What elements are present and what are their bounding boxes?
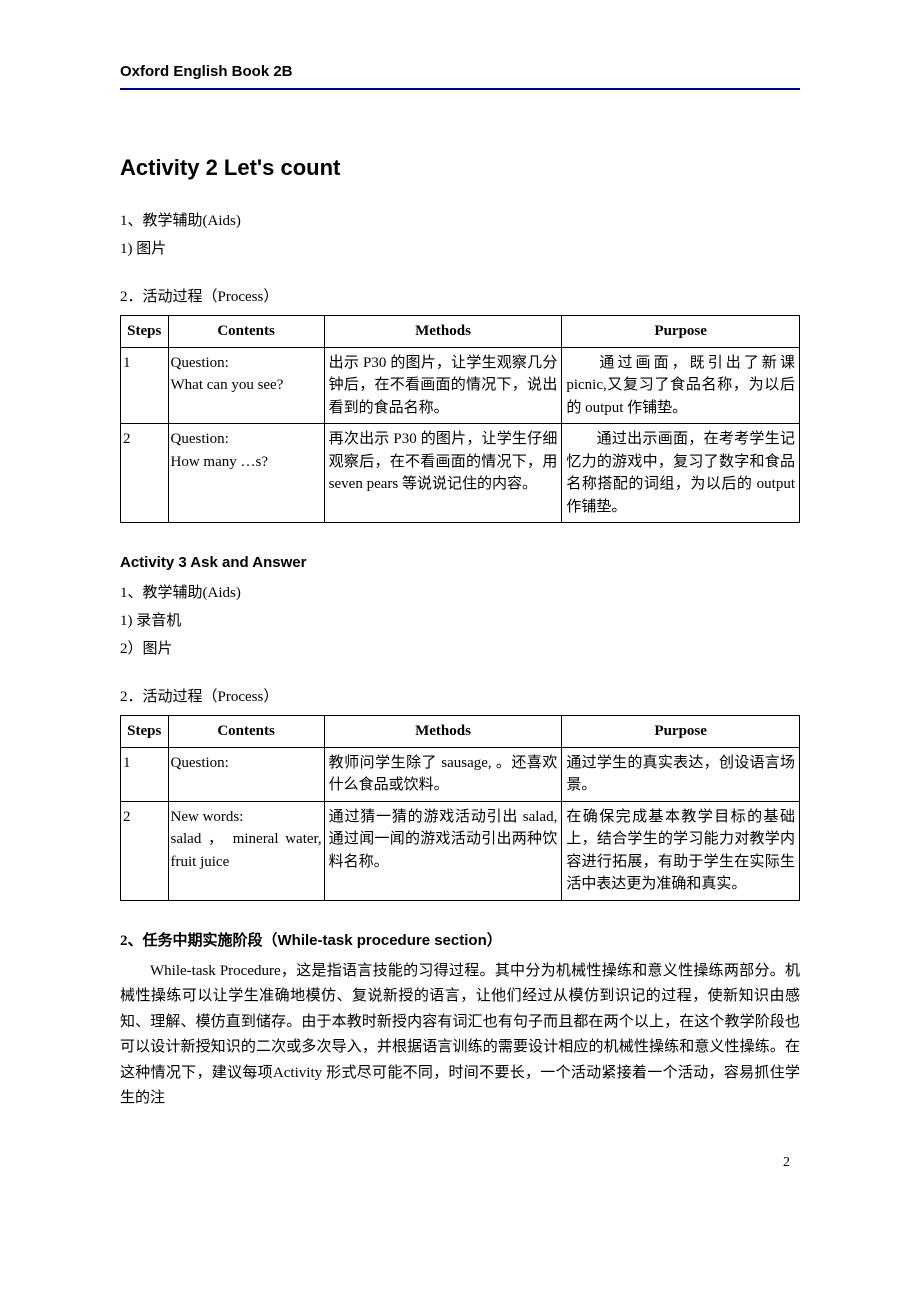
cell-methods: 出示 P30 的图片，让学生观察几分钟后，在不看画面的情况下，说出看到的食品名称… <box>324 347 562 424</box>
activity2-aids-item1: 1) 图片 <box>120 237 800 261</box>
th-contents: Contents <box>168 316 324 348</box>
activity3-process-label: 2．活动过程（Process） <box>120 685 800 709</box>
cell-step: 2 <box>121 801 169 900</box>
table-row: 1 Question: 教师问学生除了 sausage, 。还喜欢什么食品或饮料… <box>121 747 800 801</box>
page-header: Oxford English Book 2B <box>120 60 800 90</box>
cell-methods: 教师问学生除了 sausage, 。还喜欢什么食品或饮料。 <box>324 747 562 801</box>
section-header-en: While-task procedure section <box>278 932 487 949</box>
table-header-row: Steps Contents Methods Purpose <box>121 316 800 348</box>
section-header: 2、任务中期实施阶段（While-task procedure section） <box>120 929 800 953</box>
th-purpose: Purpose <box>562 316 800 348</box>
cell-contents: New words: salad ， mineral water, fruit … <box>168 801 324 900</box>
cell-purpose: 通过画面，既引出了新课 picnic,又复习了食品名称，为以后的 output … <box>562 347 800 424</box>
th-contents: Contents <box>168 716 324 748</box>
th-purpose: Purpose <box>562 716 800 748</box>
activity3-aids-item1: 1) 录音机 <box>120 609 800 633</box>
purpose-text: 通过画面，既引出了新课 picnic,又复习了食品名称，为以后的 output … <box>566 355 795 416</box>
activity2-aids-label: 1、教学辅助(Aids) <box>120 209 800 233</box>
th-steps: Steps <box>121 316 169 348</box>
table-row: 2 Question: How many …s? 再次出示 P30 的图片，让学… <box>121 424 800 523</box>
activity2-process-label: 2．活动过程（Process） <box>120 285 800 309</box>
activity2-table: Steps Contents Methods Purpose 1 Questio… <box>120 315 800 523</box>
section-header-close: ） <box>487 933 502 949</box>
page-number: 2 <box>120 1152 800 1174</box>
cell-methods: 通过猜一猜的游戏活动引出 salad, 通过闻一闻的游戏活动引出两种饮料名称。 <box>324 801 562 900</box>
table-row: 2 New words: salad ， mineral water, frui… <box>121 801 800 900</box>
cell-step: 1 <box>121 747 169 801</box>
section-paragraph: While-task Procedure，这是指语言技能的习得过程。其中分为机械… <box>120 959 800 1112</box>
cell-step: 1 <box>121 347 169 424</box>
cell-step: 2 <box>121 424 169 523</box>
cell-contents: Question: What can you see? <box>168 347 324 424</box>
table-header-row: Steps Contents Methods Purpose <box>121 716 800 748</box>
cell-contents: Question: <box>168 747 324 801</box>
th-methods: Methods <box>324 716 562 748</box>
section-header-cn: 2、任务中期实施阶段（ <box>120 933 278 949</box>
activity3-aids-label: 1、教学辅助(Aids) <box>120 581 800 605</box>
cell-contents: Question: How many …s? <box>168 424 324 523</box>
cell-methods: 再次出示 P30 的图片，让学生仔细观察后，在不看画面的情况下，用 seven … <box>324 424 562 523</box>
cell-purpose: 在确保完成基本教学目标的基础上，结合学生的学习能力对教学内容进行拓展，有助于学生… <box>562 801 800 900</box>
th-methods: Methods <box>324 316 562 348</box>
activity2-title: Activity 2 Let's count <box>120 150 800 185</box>
purpose-text: 通过出示画面，在考考学生记忆力的游戏中，复习了数字和食品名称搭配的词组，为以后的… <box>566 431 795 515</box>
cell-purpose: 通过学生的真实表达，创设语言场景。 <box>562 747 800 801</box>
cell-purpose: 通过出示画面，在考考学生记忆力的游戏中，复习了数字和食品名称搭配的词组，为以后的… <box>562 424 800 523</box>
th-steps: Steps <box>121 716 169 748</box>
header-text: Oxford English Book 2B <box>120 63 293 80</box>
activity3-table: Steps Contents Methods Purpose 1 Questio… <box>120 715 800 901</box>
activity3-aids-item2: 2）图片 <box>120 637 800 661</box>
table-row: 1 Question: What can you see? 出示 P30 的图片… <box>121 347 800 424</box>
activity3-title: Activity 3 Ask and Answer <box>120 551 800 575</box>
